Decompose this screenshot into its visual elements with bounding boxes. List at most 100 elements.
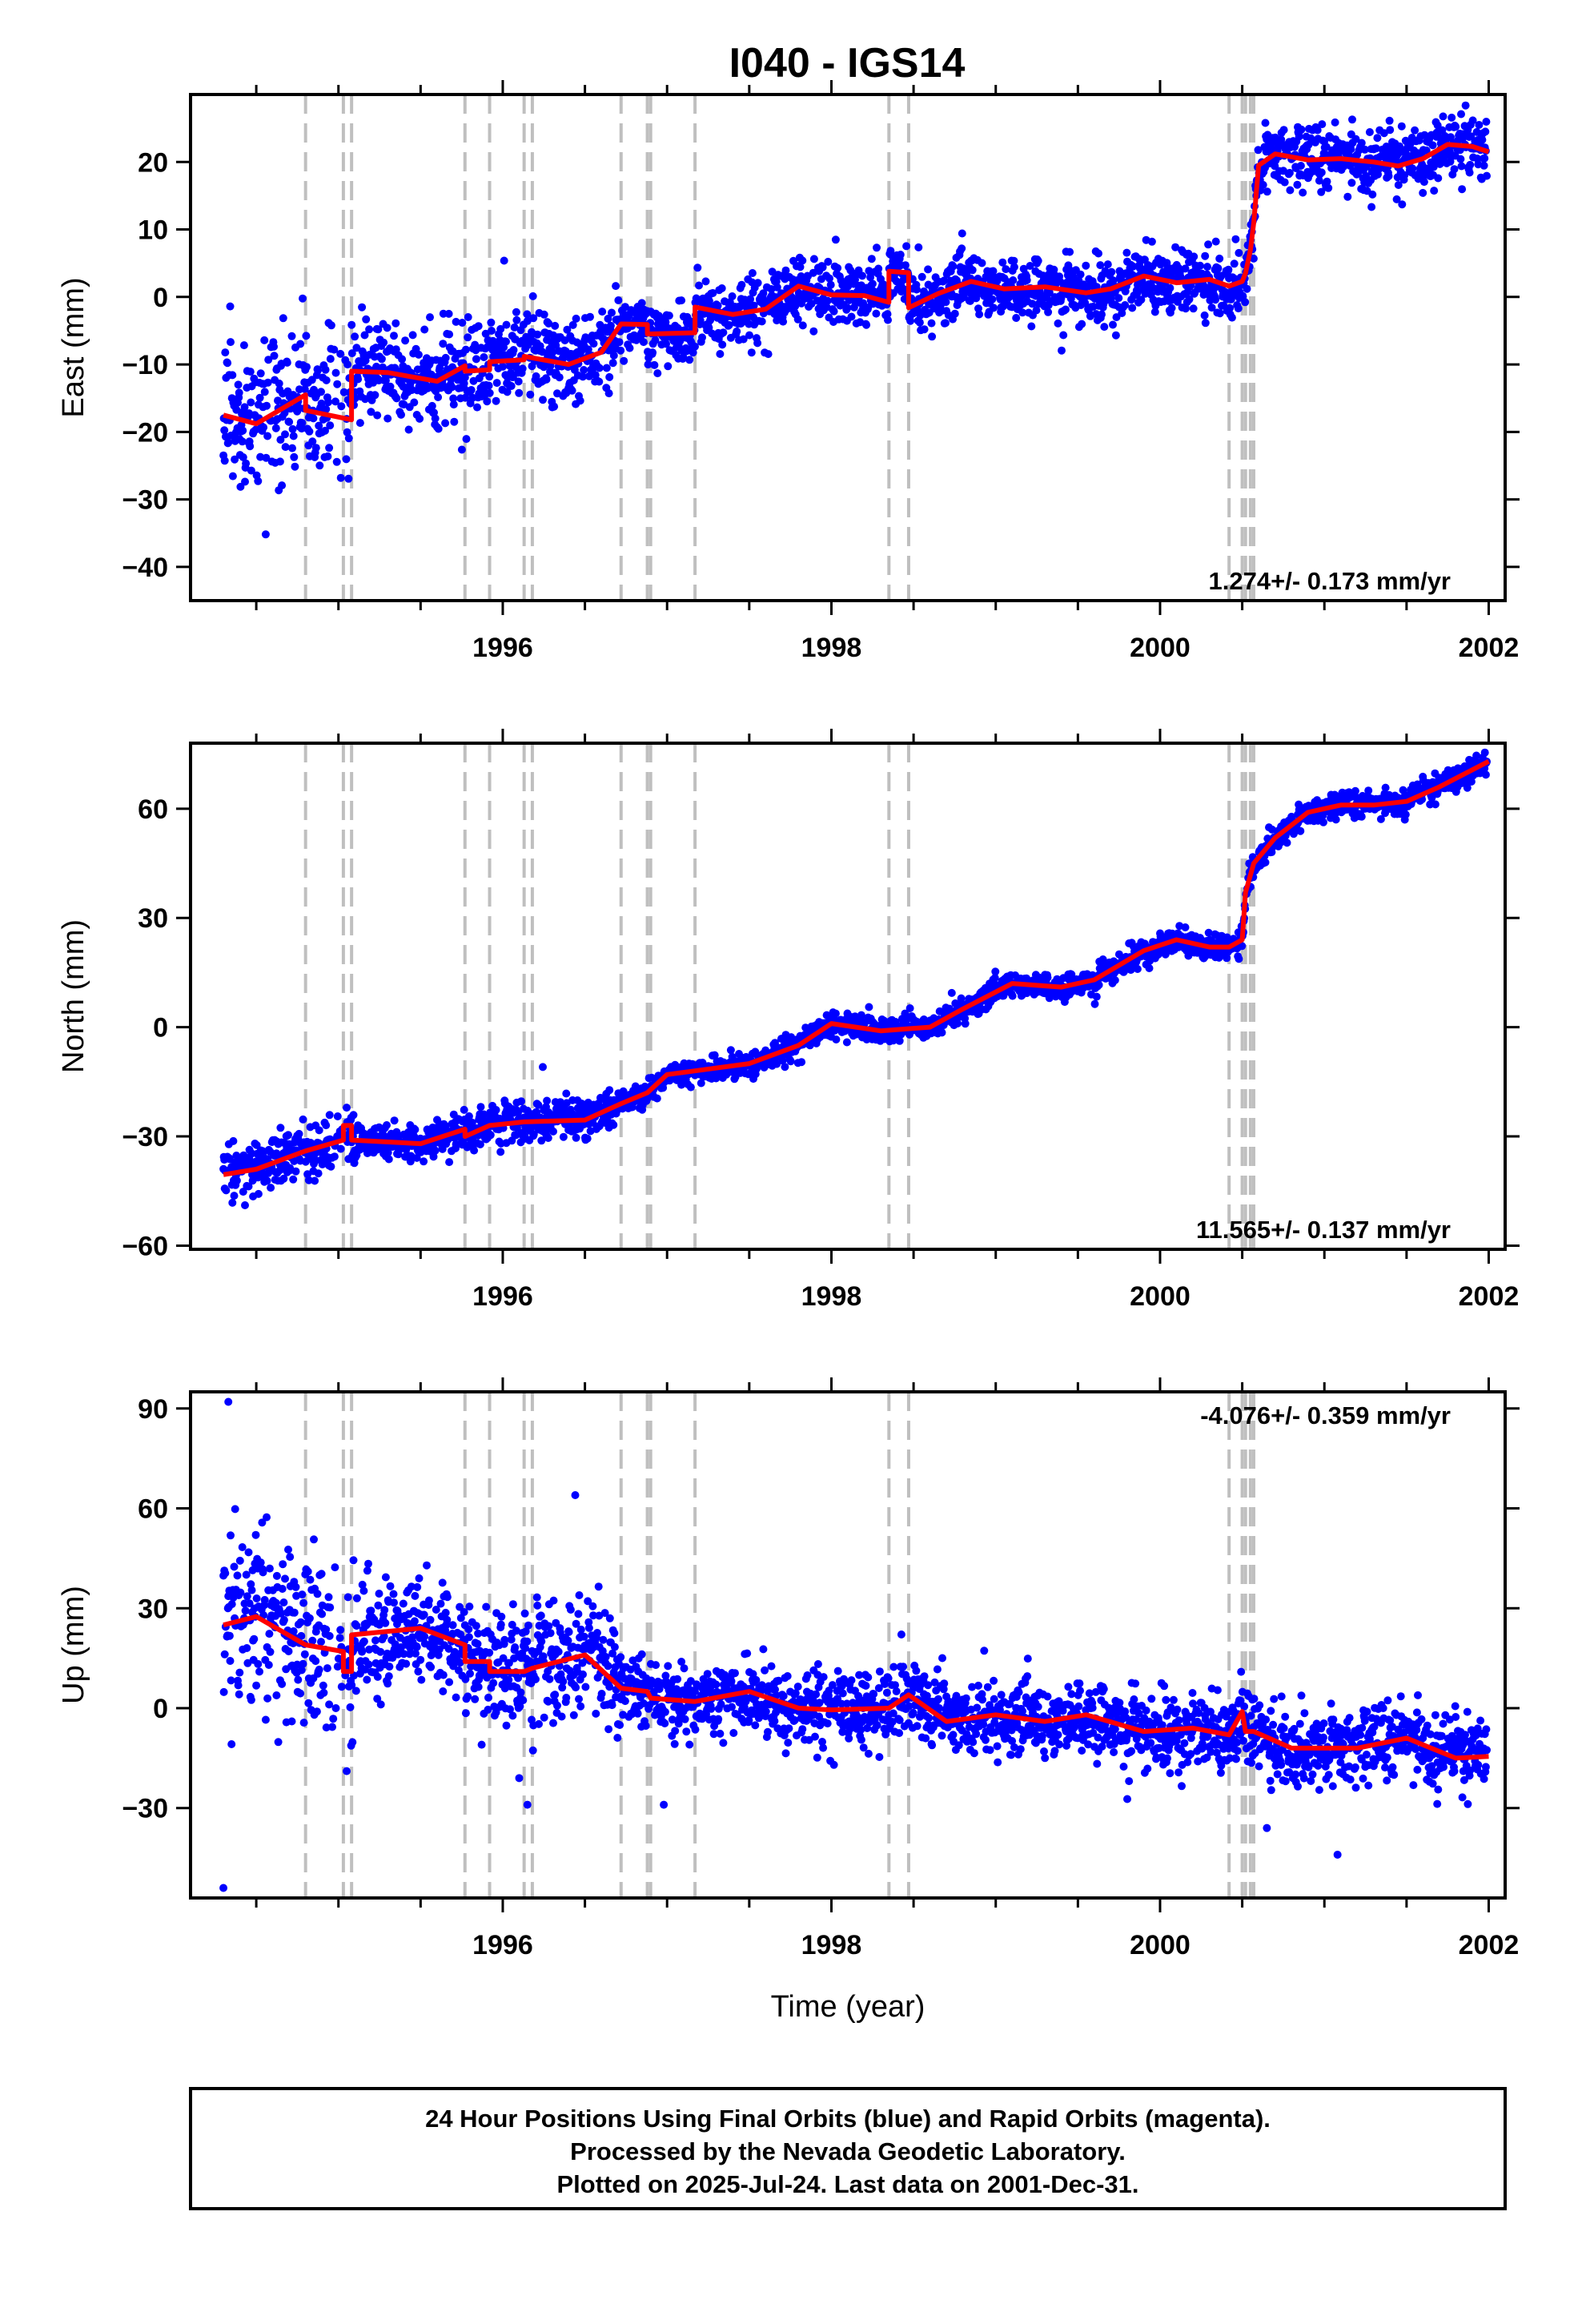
data-point xyxy=(343,360,352,369)
y-tick-label: −40 xyxy=(122,553,168,583)
data-point xyxy=(1318,120,1327,129)
data-point xyxy=(1012,314,1021,322)
data-point xyxy=(1293,180,1302,189)
data-point xyxy=(445,330,454,339)
data-point xyxy=(1457,110,1465,119)
data-point xyxy=(276,436,285,444)
data-point xyxy=(452,317,460,326)
data-point xyxy=(330,1152,339,1161)
data-point xyxy=(884,316,892,324)
data-point xyxy=(1203,263,1211,271)
data-point xyxy=(460,1105,468,1114)
data-point xyxy=(231,455,239,464)
data-point xyxy=(874,264,883,273)
data-point xyxy=(503,388,512,396)
data-point xyxy=(639,338,648,347)
data-point xyxy=(1357,812,1366,821)
data-point xyxy=(753,279,762,287)
data-point xyxy=(1190,252,1199,261)
data-point xyxy=(260,388,269,396)
data-point xyxy=(467,386,476,394)
data-point xyxy=(1456,155,1465,163)
data-point xyxy=(614,296,623,304)
data-point xyxy=(1386,126,1395,135)
data-point xyxy=(247,398,255,407)
y-tick-label: −10 xyxy=(122,350,168,380)
data-point xyxy=(480,353,488,361)
data-point xyxy=(220,456,229,465)
data-point xyxy=(883,310,892,319)
data-point xyxy=(460,379,468,388)
data-point xyxy=(1411,126,1419,135)
data-point xyxy=(1034,256,1042,265)
data-point xyxy=(1400,171,1409,179)
data-point xyxy=(1215,254,1224,263)
data-point xyxy=(476,1140,484,1148)
data-point xyxy=(232,1176,241,1185)
data-point xyxy=(473,403,481,412)
data-point xyxy=(1439,112,1447,121)
data-point xyxy=(1419,188,1427,197)
data-point xyxy=(580,366,588,374)
data-point xyxy=(399,383,408,391)
data-point xyxy=(1044,308,1053,316)
data-point xyxy=(568,320,577,329)
data-point xyxy=(492,379,501,388)
data-point xyxy=(512,308,520,316)
data-point xyxy=(221,348,230,357)
data-point xyxy=(532,372,540,380)
data-point xyxy=(416,414,424,423)
data-point xyxy=(414,350,423,359)
data-point xyxy=(499,362,507,371)
data-point xyxy=(1472,127,1481,136)
data-point xyxy=(1384,171,1393,180)
data-point xyxy=(576,396,584,405)
data-point xyxy=(544,320,553,328)
data-point xyxy=(1458,185,1467,194)
data-point xyxy=(458,319,467,327)
data-point xyxy=(608,359,617,368)
y-tick-label: 10 xyxy=(138,215,168,246)
data-point xyxy=(637,299,646,308)
data-point xyxy=(551,321,560,330)
data-point xyxy=(226,302,235,311)
data-point xyxy=(975,310,984,319)
data-point xyxy=(651,336,660,344)
data-point xyxy=(1322,143,1331,151)
data-point xyxy=(496,324,505,333)
data-point xyxy=(1259,180,1267,189)
data-point xyxy=(263,401,271,410)
data-point xyxy=(616,346,625,355)
data-point xyxy=(321,426,329,435)
data-point xyxy=(242,459,251,468)
data-point xyxy=(1401,810,1410,819)
data-point xyxy=(284,1131,292,1140)
data-point xyxy=(696,316,705,324)
data-point xyxy=(757,317,766,326)
data-point xyxy=(344,474,353,483)
data-point xyxy=(1062,305,1070,314)
data-point xyxy=(1249,254,1258,263)
data-point xyxy=(276,1124,285,1132)
data-point xyxy=(314,1169,323,1178)
data-point xyxy=(404,425,413,434)
data-point xyxy=(942,298,950,307)
data-point xyxy=(710,1051,719,1059)
data-point xyxy=(1434,174,1443,183)
data-point xyxy=(1185,295,1194,304)
data-point xyxy=(746,295,755,304)
data-point xyxy=(518,364,527,373)
data-point xyxy=(832,1035,841,1043)
data-point xyxy=(507,382,516,390)
data-point xyxy=(1331,118,1339,127)
data-point xyxy=(264,356,273,364)
data-point xyxy=(365,325,374,334)
data-point xyxy=(691,342,699,351)
data-point xyxy=(315,461,324,470)
data-point xyxy=(915,318,924,327)
data-point xyxy=(246,368,255,376)
data-point xyxy=(954,1019,962,1027)
data-point xyxy=(1296,826,1305,835)
data-point xyxy=(383,1148,392,1157)
data-point xyxy=(773,1059,781,1068)
